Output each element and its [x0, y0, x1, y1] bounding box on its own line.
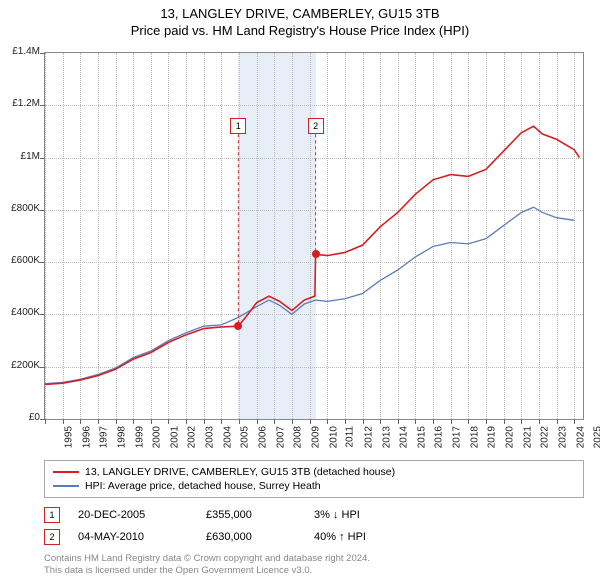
x-axis-label: 2019	[487, 426, 498, 448]
transactions-table: 1 20-DEC-2005 £355,000 3% ↓ HPI 2 04-MAY-2010…	[44, 504, 584, 548]
x-axis-label: 2014	[398, 426, 409, 448]
sale-marker: 2	[308, 118, 324, 134]
x-axis-label: 2013	[381, 426, 392, 448]
x-axis-label: 2002	[187, 426, 198, 448]
y-axis-label: £600K	[0, 255, 40, 266]
legend-label: 13, LANGLEY DRIVE, CAMBERLEY, GU15 3TB (…	[85, 466, 395, 478]
chart-title: 13, LANGLEY DRIVE, CAMBERLEY, GU15 3TB	[0, 6, 600, 21]
x-axis-label: 2006	[257, 426, 268, 448]
transaction-row: 2 04-MAY-2010 £630,000 40% ↑ HPI	[44, 526, 584, 548]
transaction-vs-hpi: 3% ↓ HPI	[314, 509, 424, 521]
y-axis-label: £1.2M	[0, 98, 40, 109]
sale-dot	[312, 250, 320, 258]
x-axis-label: 2012	[363, 426, 374, 448]
x-axis-label: 1999	[134, 426, 145, 448]
chart-subtitle: Price paid vs. HM Land Registry's House …	[0, 23, 600, 38]
x-axis-label: 2018	[469, 426, 480, 448]
x-axis-label: 2023	[557, 426, 568, 448]
sale-dot	[234, 322, 242, 330]
x-axis-label: 2015	[416, 426, 427, 448]
y-axis-label: £200K	[0, 360, 40, 371]
transaction-row: 1 20-DEC-2005 £355,000 3% ↓ HPI	[44, 504, 584, 526]
y-axis-label: £1M	[0, 151, 40, 162]
legend-item-hpi: HPI: Average price, detached house, Surr…	[53, 479, 575, 493]
y-axis-label: £800K	[0, 203, 40, 214]
x-axis-label: 1997	[99, 426, 110, 448]
transaction-date: 20-DEC-2005	[78, 509, 188, 521]
x-axis-label: 1998	[116, 426, 127, 448]
x-axis-label: 2016	[434, 426, 445, 448]
transaction-marker: 2	[44, 529, 60, 545]
y-axis-label: £400K	[0, 307, 40, 318]
x-axis-label: 1996	[81, 426, 92, 448]
legend: 13, LANGLEY DRIVE, CAMBERLEY, GU15 3TB (…	[44, 460, 584, 578]
footer-copyright: Contains HM Land Registry data © Crown c…	[44, 553, 584, 565]
x-axis-label: 2021	[522, 426, 533, 448]
legend-label: HPI: Average price, detached house, Surr…	[85, 480, 321, 492]
x-axis-label: 2008	[293, 426, 304, 448]
x-axis-label: 2025	[592, 426, 600, 448]
y-axis-label: £0	[0, 412, 40, 423]
legend-item-property: 13, LANGLEY DRIVE, CAMBERLEY, GU15 3TB (…	[53, 465, 575, 479]
x-axis-label: 2024	[575, 426, 586, 448]
transaction-price: £355,000	[206, 509, 296, 521]
x-axis-label: 2004	[222, 426, 233, 448]
footer-licence: This data is licensed under the Open Gov…	[44, 565, 584, 577]
x-axis-label: 2001	[169, 426, 180, 448]
x-axis-label: 2022	[540, 426, 551, 448]
x-axis-label: 2007	[275, 426, 286, 448]
x-axis-label: 2009	[310, 426, 321, 448]
x-axis-label: 1995	[63, 426, 74, 448]
sale-marker: 1	[230, 118, 246, 134]
chart-area: 12	[44, 52, 584, 420]
x-axis-label: 2020	[504, 426, 515, 448]
x-axis-label: 2010	[328, 426, 339, 448]
transaction-marker: 1	[44, 507, 60, 523]
y-axis-label: £1.4M	[0, 46, 40, 57]
transaction-price: £630,000	[206, 531, 296, 543]
x-axis-label: 2000	[151, 426, 162, 448]
x-axis-label: 2017	[451, 426, 462, 448]
transaction-date: 04-MAY-2010	[78, 531, 188, 543]
x-axis-label: 2003	[204, 426, 215, 448]
transaction-vs-hpi: 40% ↑ HPI	[314, 531, 424, 543]
x-axis-label: 2005	[240, 426, 251, 448]
x-axis-label: 2011	[345, 426, 356, 448]
